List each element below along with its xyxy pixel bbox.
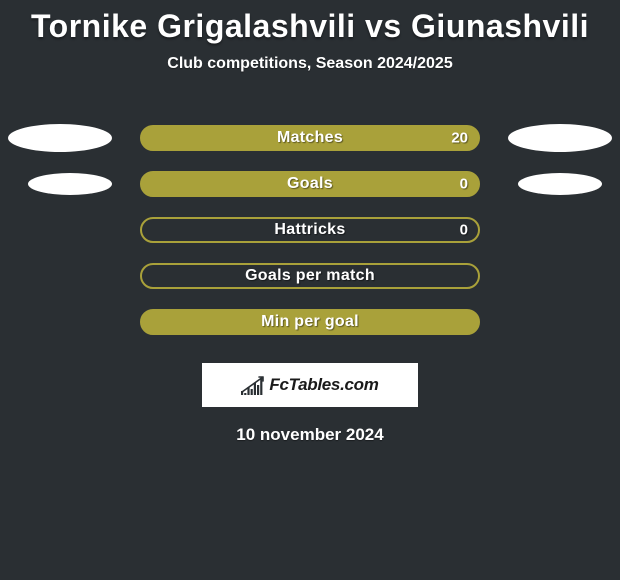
right-ellipse <box>508 124 612 152</box>
right-ellipse <box>518 173 602 195</box>
stat-bar: Matches 20 <box>140 125 480 151</box>
stat-bar: Min per goal <box>140 309 480 335</box>
logo-text: FcTables.com <box>269 375 378 395</box>
comparison-row: Matches 20 <box>0 115 620 161</box>
comparison-row: Min per goal <box>0 299 620 345</box>
subtitle: Club competitions, Season 2024/2025 <box>0 55 620 73</box>
stat-label: Goals <box>287 175 333 193</box>
logo-chart-icon <box>241 375 265 395</box>
comparison-row: Goals 0 <box>0 161 620 207</box>
comparison-row: Hattricks 0 <box>0 207 620 253</box>
stat-value: 20 <box>451 130 468 147</box>
comparison-row: Goals per match <box>0 253 620 299</box>
stat-label: Matches <box>277 129 343 147</box>
comparison-rows: Matches 20 Goals 0 Hattricks 0 Goals per match… <box>0 115 620 345</box>
date-text: 10 november 2024 <box>0 425 620 445</box>
stat-bar: Goals 0 <box>140 171 480 197</box>
stat-bar: Hattricks 0 <box>140 217 480 243</box>
stat-label: Hattricks <box>274 221 345 239</box>
stat-label: Goals per match <box>245 267 375 285</box>
stat-bar: Goals per match <box>140 263 480 289</box>
left-ellipse <box>8 124 112 152</box>
stat-value: 0 <box>460 222 468 239</box>
logo-box: FcTables.com <box>202 363 418 407</box>
stat-value: 0 <box>460 176 468 193</box>
left-ellipse <box>28 173 112 195</box>
stat-label: Min per goal <box>261 313 359 331</box>
page-title: Tornike Grigalashvili vs Giunashvili <box>0 0 620 45</box>
